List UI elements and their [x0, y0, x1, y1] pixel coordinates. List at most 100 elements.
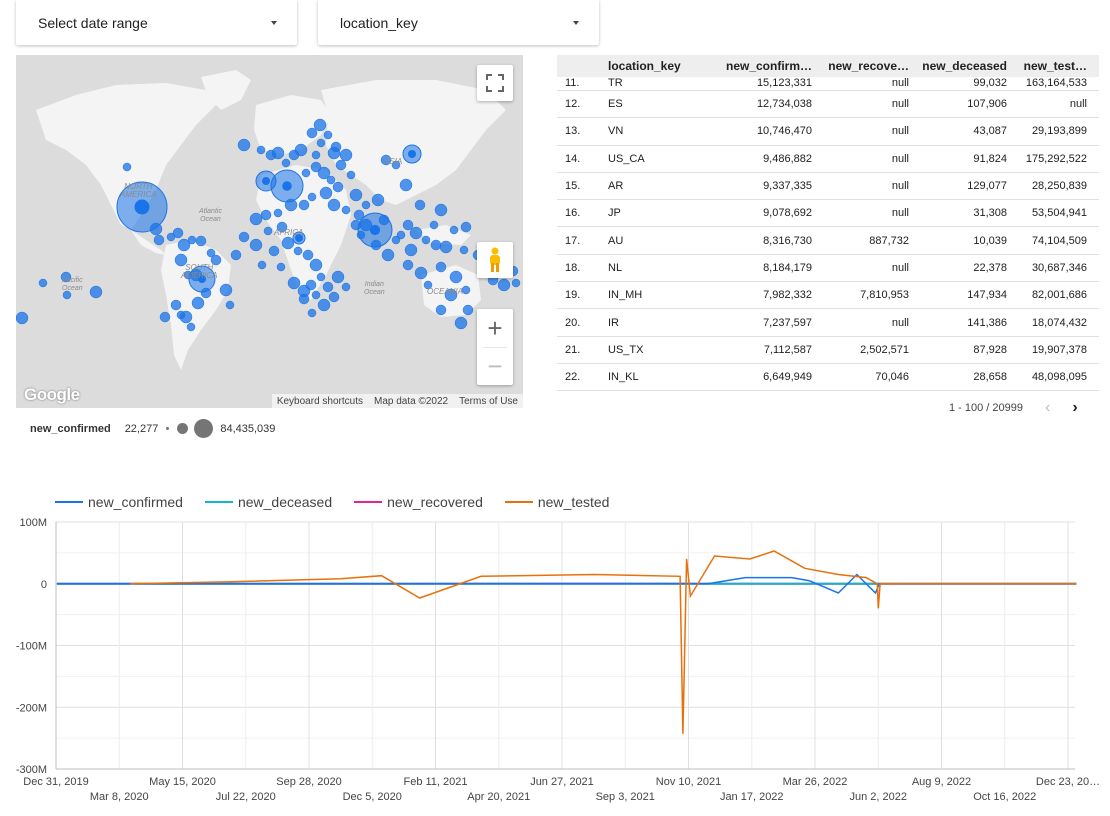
map-bubble[interactable] — [435, 304, 447, 316]
bubble-layer[interactable] — [16, 55, 523, 408]
table-row[interactable]: 20. IR 7,237,597 null 141,386 18,074,432 — [557, 309, 1099, 337]
map-bubble[interactable] — [225, 300, 235, 310]
zoom-out-button[interactable]: − — [487, 350, 503, 381]
map-bubble[interactable] — [332, 181, 344, 193]
map-bubble[interactable] — [409, 226, 423, 240]
map-bubble[interactable] — [430, 239, 442, 251]
map-bubble[interactable] — [293, 246, 303, 256]
map-bubble[interactable] — [306, 127, 318, 139]
map-bubble[interactable] — [268, 245, 280, 257]
map-bubble[interactable] — [311, 150, 321, 160]
map-bubble[interactable] — [391, 160, 401, 170]
map-bubble[interactable] — [511, 278, 521, 288]
date-range-dropdown[interactable]: Select date range — [16, 0, 297, 45]
table-row[interactable]: 15. AR 9,337,335 null 129,077 28,250,839 — [557, 173, 1099, 201]
table-row[interactable]: 11. TR 15,123,331 null 99,032 163,164,533 — [557, 77, 1099, 91]
map-bubble[interactable] — [404, 243, 418, 257]
map-bubble[interactable] — [322, 281, 334, 293]
header-new-deceased[interactable]: new_deceased — [922, 59, 1007, 73]
map-bubble[interactable] — [287, 276, 301, 290]
map-bubble[interactable] — [249, 238, 263, 252]
table-row[interactable]: 19. IN_MH 7,982,332 7,810,953 147,934 82,001,… — [557, 282, 1099, 310]
map-bubble[interactable] — [60, 271, 72, 283]
map-bubble[interactable] — [402, 219, 414, 231]
map-bubble[interactable] — [174, 253, 188, 267]
map-bubble[interactable] — [497, 278, 511, 292]
map-bubble[interactable] — [454, 316, 468, 330]
map-bubble[interactable] — [414, 199, 426, 211]
map-bubble[interactable] — [159, 311, 171, 323]
map-bubble[interactable] — [459, 245, 469, 255]
map-bubble[interactable] — [16, 311, 29, 325]
table-row[interactable]: 12. ES 12,734,038 null 107,906 null — [557, 91, 1099, 119]
map-bubble[interactable] — [206, 248, 216, 258]
map-bubble[interactable] — [330, 141, 342, 153]
legend-item-new-recovered[interactable]: new_recovered — [354, 494, 483, 510]
map-bubble[interactable] — [302, 249, 314, 261]
map-bubble[interactable] — [371, 193, 385, 207]
terms-of-use-link[interactable]: Terms of Use — [459, 395, 518, 407]
header-new-recovered[interactable]: new_recove… — [828, 59, 909, 73]
map-bubble[interactable] — [399, 178, 413, 192]
map-bubble[interactable] — [276, 221, 288, 233]
map-bubble[interactable] — [327, 198, 341, 212]
map-bubble[interactable] — [195, 235, 207, 247]
street-view-pegman-button[interactable] — [477, 242, 513, 278]
map-bubble[interactable] — [298, 199, 310, 211]
header-new-tested[interactable]: new_test… — [1023, 59, 1087, 73]
map-bubble[interactable] — [153, 234, 165, 246]
map-bubble[interactable] — [341, 205, 351, 215]
map-bubble[interactable] — [210, 254, 222, 266]
map-bubble[interactable] — [219, 283, 233, 297]
map-bubble[interactable] — [326, 175, 336, 185]
map-bubble[interactable] — [319, 186, 333, 200]
map-bubble[interactable] — [462, 304, 474, 316]
map-bubble[interactable] — [449, 270, 463, 284]
map-bubble[interactable] — [257, 260, 267, 270]
keyboard-shortcuts-link[interactable]: Keyboard shortcuts — [276, 395, 363, 407]
map-bubble[interactable] — [461, 285, 471, 295]
fullscreen-button[interactable] — [477, 65, 513, 101]
map-bubble[interactable] — [328, 291, 340, 303]
table-row[interactable]: 18. NL 8,184,179 null 22,378 30,687,346 — [557, 255, 1099, 283]
map-bubble[interactable] — [317, 298, 331, 312]
map-bubble[interactable] — [281, 236, 295, 250]
map-bubble[interactable] — [444, 288, 458, 302]
table-row[interactable]: 13. VN 10,746,470 null 43,087 29,193,899 — [557, 118, 1099, 146]
map-bubble[interactable] — [89, 285, 103, 299]
header-location-key[interactable]: location_key — [608, 59, 681, 73]
map-bubble[interactable] — [391, 235, 401, 245]
map-bubble[interactable] — [310, 161, 322, 173]
map-bubble[interactable] — [460, 221, 472, 233]
map-bubble[interactable] — [423, 280, 433, 290]
map-bubble[interactable] — [317, 166, 331, 180]
map-bubble[interactable] — [421, 235, 431, 245]
map-bubble[interactable] — [313, 118, 327, 132]
map-bubble[interactable] — [191, 296, 205, 310]
map-bubble[interactable] — [230, 249, 242, 261]
map-bubble[interactable] — [316, 138, 326, 148]
map-bubble[interactable] — [381, 248, 395, 262]
map-bubble[interactable] — [341, 282, 351, 292]
map-bubble[interactable] — [435, 261, 447, 273]
map-bubble[interactable] — [170, 299, 182, 311]
map-bubble[interactable] — [273, 208, 283, 218]
map-bubble[interactable] — [335, 159, 347, 171]
table-row[interactable]: 14. US_CA 9,486,882 null 91,824 175,292,522 — [557, 146, 1099, 173]
map-bubble[interactable] — [172, 227, 184, 239]
map-bubble[interactable] — [316, 272, 326, 282]
table-row[interactable]: 22. IN_KL 6,649,949 70,046 28,658 48,098,095 — [557, 364, 1099, 392]
legend-item-new-confirmed[interactable]: new_confirmed — [55, 494, 183, 510]
map-bubble[interactable] — [186, 322, 196, 332]
map-bubble[interactable] — [263, 226, 273, 236]
table-row[interactable]: 21. US_TX 7,112,587 2,502,571 87,928 19,907,3… — [557, 337, 1099, 364]
table-row[interactable]: 16. JP 9,078,692 null 31,308 53,504,941 — [557, 200, 1099, 228]
chevron-left-icon[interactable]: ‹ — [1045, 399, 1051, 416]
zoom-in-button[interactable]: + — [487, 312, 503, 343]
chevron-right-icon[interactable]: › — [1072, 399, 1078, 416]
map-bubble[interactable] — [176, 310, 186, 320]
map-bubble[interactable] — [249, 212, 263, 226]
bubble-map[interactable]: NORTH AMERICA SOUTH AMERICA AFRICA ASIA … — [16, 55, 523, 408]
map-bubble[interactable] — [346, 170, 356, 180]
map-bubble[interactable] — [276, 262, 286, 272]
